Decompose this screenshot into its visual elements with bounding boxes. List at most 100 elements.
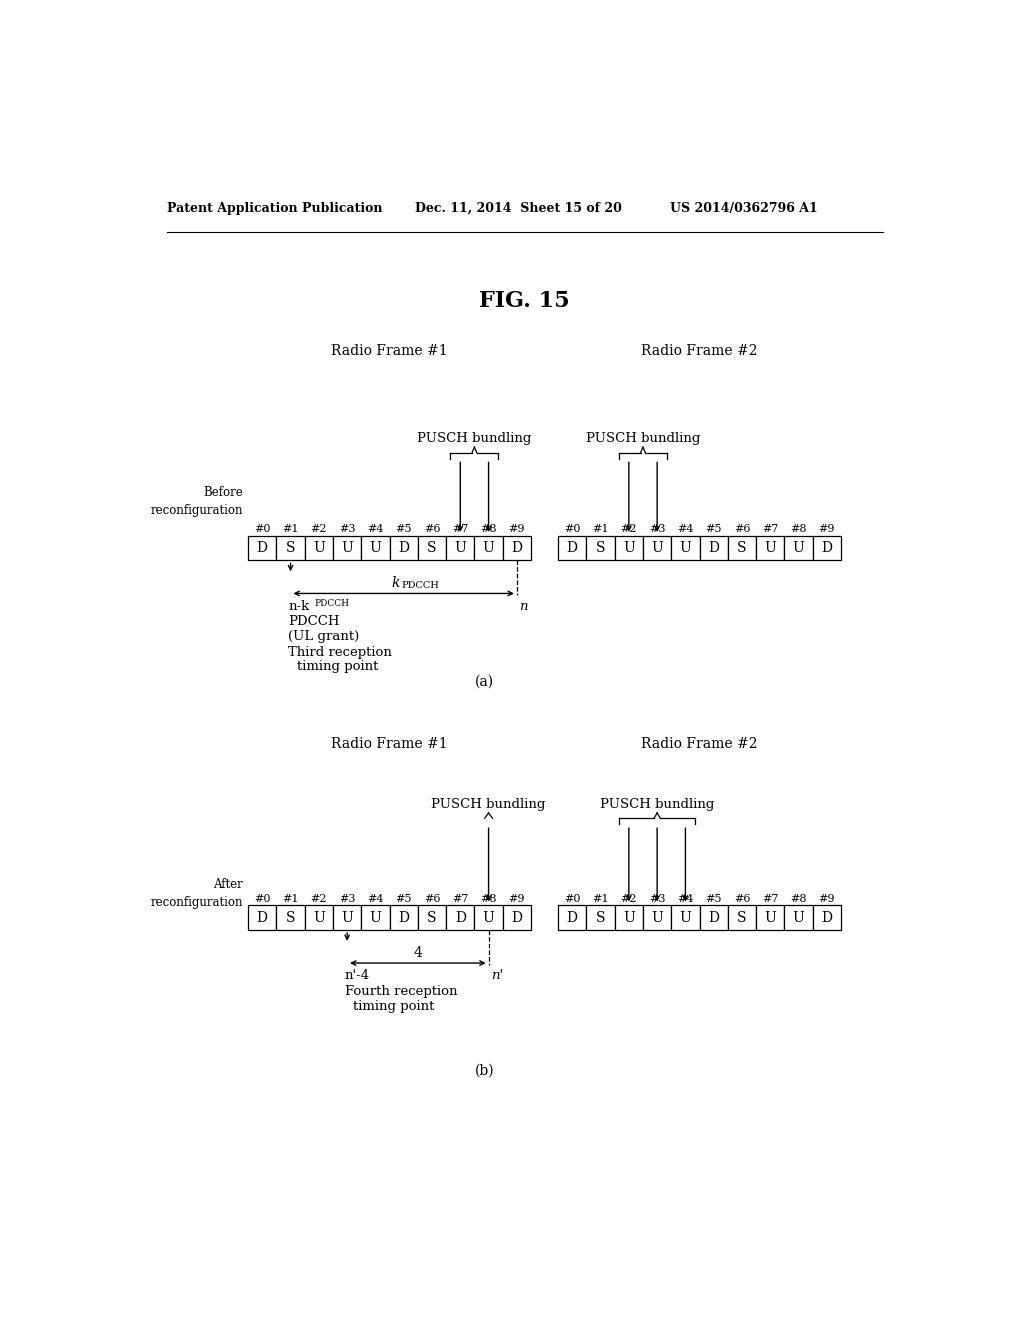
Text: #9: #9 xyxy=(509,524,525,535)
Text: n: n xyxy=(519,599,527,612)
Bar xyxy=(643,536,672,561)
Text: #5: #5 xyxy=(395,524,412,535)
Text: U: U xyxy=(623,541,635,554)
Text: #6: #6 xyxy=(734,524,751,535)
Text: U: U xyxy=(482,541,495,554)
Text: #4: #4 xyxy=(677,894,693,904)
Bar xyxy=(305,536,333,561)
Text: #6: #6 xyxy=(424,894,440,904)
Text: #5: #5 xyxy=(706,524,722,535)
Bar xyxy=(756,906,784,929)
Text: #1: #1 xyxy=(592,894,609,904)
Text: U: U xyxy=(680,541,691,554)
Text: #5: #5 xyxy=(706,894,722,904)
Bar xyxy=(813,906,841,929)
Text: #2: #2 xyxy=(310,524,327,535)
Text: PDCCH: PDCCH xyxy=(314,599,349,607)
Text: U: U xyxy=(651,541,663,554)
Text: D: D xyxy=(511,911,522,924)
Bar xyxy=(503,536,531,561)
Text: PUSCH bundling: PUSCH bundling xyxy=(417,432,531,445)
Bar xyxy=(643,906,672,929)
Text: #1: #1 xyxy=(592,524,609,535)
Text: D: D xyxy=(566,911,578,924)
Text: S: S xyxy=(737,911,746,924)
Text: U: U xyxy=(764,541,776,554)
Bar xyxy=(361,906,389,929)
Text: U: U xyxy=(455,541,466,554)
Text: PDCCH: PDCCH xyxy=(401,581,439,590)
Text: #0: #0 xyxy=(564,894,581,904)
Text: Before
reconfiguration: Before reconfiguration xyxy=(151,486,243,516)
Bar xyxy=(699,536,728,561)
Text: D: D xyxy=(709,911,719,924)
Text: S: S xyxy=(427,541,437,554)
Text: n'-4: n'-4 xyxy=(345,969,370,982)
Bar xyxy=(474,536,503,561)
Text: #7: #7 xyxy=(452,524,468,535)
Bar xyxy=(503,906,531,929)
Text: U: U xyxy=(793,541,805,554)
Bar xyxy=(558,536,587,561)
Text: #3: #3 xyxy=(339,894,355,904)
Text: U: U xyxy=(341,911,353,924)
Text: Fourth reception: Fourth reception xyxy=(345,985,458,998)
Text: PUSCH bundling: PUSCH bundling xyxy=(431,797,546,810)
Text: #9: #9 xyxy=(818,894,836,904)
Bar xyxy=(587,536,614,561)
Bar xyxy=(361,536,389,561)
Text: D: D xyxy=(709,541,719,554)
Bar xyxy=(756,536,784,561)
Text: #2: #2 xyxy=(310,894,327,904)
Text: #3: #3 xyxy=(339,524,355,535)
Text: U: U xyxy=(793,911,805,924)
Text: #4: #4 xyxy=(368,524,384,535)
Text: (a): (a) xyxy=(475,675,494,689)
Text: #2: #2 xyxy=(621,524,637,535)
Text: (UL grant): (UL grant) xyxy=(288,631,359,643)
Text: k: k xyxy=(391,577,399,590)
Text: n': n' xyxy=(490,969,503,982)
Text: U: U xyxy=(651,911,663,924)
Text: #0: #0 xyxy=(564,524,581,535)
Text: U: U xyxy=(370,541,381,554)
Text: #9: #9 xyxy=(818,524,836,535)
Text: #5: #5 xyxy=(395,894,412,904)
Text: #6: #6 xyxy=(424,524,440,535)
Bar xyxy=(389,906,418,929)
Text: PDCCH: PDCCH xyxy=(288,615,340,628)
Text: PUSCH bundling: PUSCH bundling xyxy=(586,432,700,445)
Text: S: S xyxy=(286,541,295,554)
Bar xyxy=(248,536,276,561)
Text: #4: #4 xyxy=(368,894,384,904)
Bar xyxy=(446,536,474,561)
Text: #7: #7 xyxy=(762,894,778,904)
Text: #8: #8 xyxy=(791,524,807,535)
Text: Third reception: Third reception xyxy=(288,645,392,659)
Text: #1: #1 xyxy=(283,524,299,535)
Text: #3: #3 xyxy=(649,524,666,535)
Text: U: U xyxy=(680,911,691,924)
Text: S: S xyxy=(737,541,746,554)
Text: 4: 4 xyxy=(414,946,422,960)
Text: Radio Frame #2: Radio Frame #2 xyxy=(641,345,758,358)
Bar xyxy=(305,906,333,929)
Text: S: S xyxy=(427,911,437,924)
Bar xyxy=(587,906,614,929)
Text: #8: #8 xyxy=(480,524,497,535)
Bar xyxy=(784,536,813,561)
Bar xyxy=(672,536,699,561)
Text: #0: #0 xyxy=(254,524,270,535)
Bar xyxy=(446,906,474,929)
Bar xyxy=(418,536,446,561)
Text: S: S xyxy=(286,911,295,924)
Text: S: S xyxy=(596,541,605,554)
Text: #8: #8 xyxy=(791,894,807,904)
Bar xyxy=(333,536,361,561)
Text: S: S xyxy=(596,911,605,924)
Bar xyxy=(784,906,813,929)
Text: FIG. 15: FIG. 15 xyxy=(479,290,570,312)
Bar xyxy=(699,906,728,929)
Bar xyxy=(333,906,361,929)
Bar xyxy=(276,906,305,929)
